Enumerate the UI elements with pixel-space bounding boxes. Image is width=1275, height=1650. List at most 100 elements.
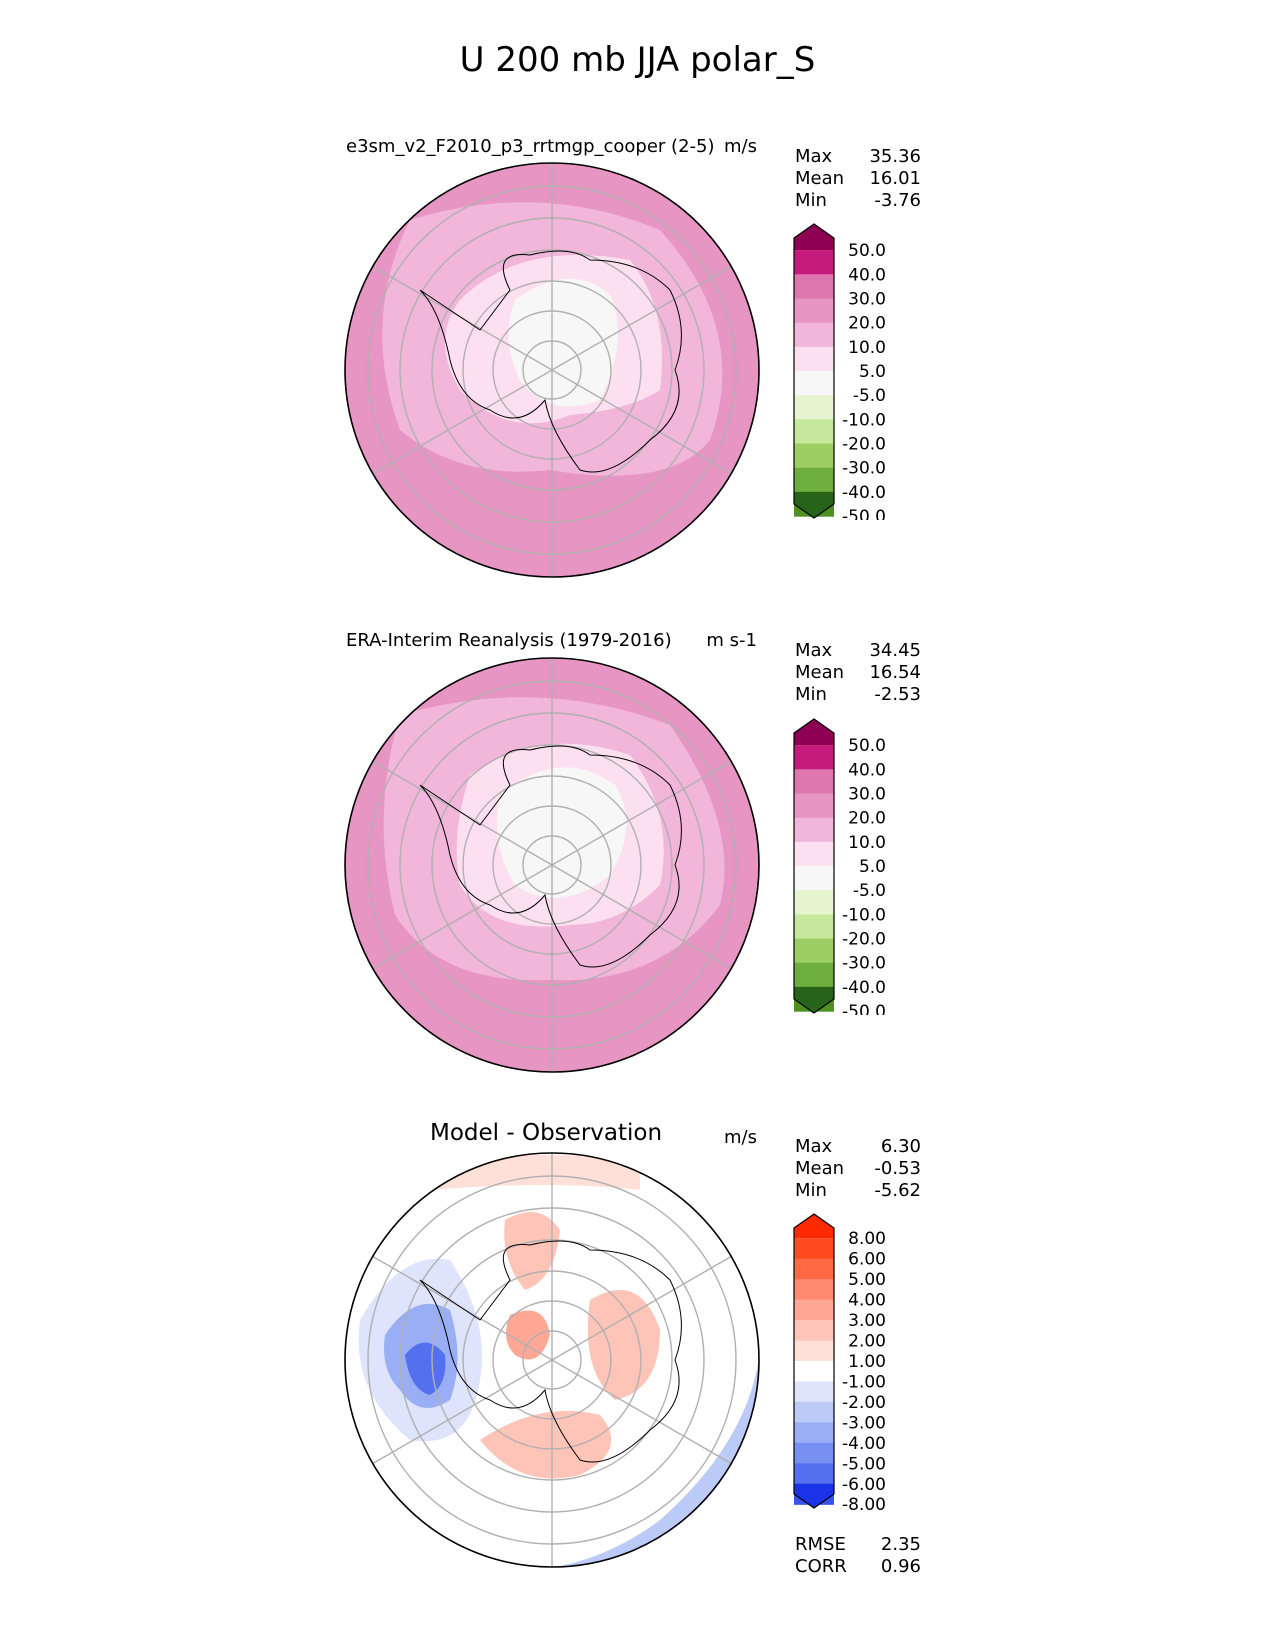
colorbar-2-band-9 <box>794 939 834 964</box>
colorbar-3-band-10 <box>794 1422 834 1443</box>
colorbar-1-tick-label: -5.0 <box>853 386 886 406</box>
panel-1-units: m/s <box>680 136 757 157</box>
colorbar-3-band-9 <box>794 1402 834 1423</box>
colorbar-1-band-10 <box>794 468 834 493</box>
panel-1-title: e3sm_v2_F2010_p3_rrtmgp_cooper (2-5) <box>346 136 715 157</box>
colorbar-3-tick-label: -1.00 <box>842 1372 886 1392</box>
colorbar-3-tick-label: -5.00 <box>842 1454 886 1474</box>
colorbar-1-tick-label: -30.0 <box>842 459 886 479</box>
corr-value: 0.96 <box>841 1556 921 1577</box>
panel-3-min-value: -5.62 <box>841 1180 921 1201</box>
colorbar-2-band-7 <box>794 890 834 915</box>
colorbar-3-tick-label: 3.00 <box>848 1311 886 1331</box>
colorbar-2-band-4 <box>794 818 834 843</box>
colorbar-1-tick-label: -50.0 <box>842 507 886 520</box>
colorbar-2-tick-label: 10.0 <box>848 833 886 853</box>
colorbar-2-tick-label: -30.0 <box>842 954 886 974</box>
colorbar-1-band-1 <box>794 250 834 275</box>
panel-1-max-label: Max <box>795 146 832 167</box>
panel-3-map <box>340 1150 760 1580</box>
colorbar-1-tick-label: -20.0 <box>842 435 886 455</box>
panel-2-min-label: Min <box>795 684 827 705</box>
colorbar-3-band-1 <box>794 1238 834 1259</box>
colorbar-2-band-1 <box>794 745 834 770</box>
colorbar-3-tick-label: 5.00 <box>848 1270 886 1290</box>
colorbar-3-band-12 <box>794 1463 834 1484</box>
panel-3-max-value: 6.30 <box>841 1136 921 1157</box>
colorbar-2-band-8 <box>794 914 834 939</box>
panel-2-map <box>340 655 760 1085</box>
panel-1-colorbar: 50.0 40.0 30.0 20.0 10.0 5.0 -5.0 -10.0 -20.0 -30… <box>790 222 910 520</box>
colorbar-1-band-7 <box>794 395 834 420</box>
colorbar-2-tick-label: -20.0 <box>842 930 886 950</box>
colorbar-2-tick-label: -40.0 <box>842 978 886 998</box>
panel-1-max-value: 35.36 <box>841 146 921 167</box>
panel-3-mean-label: Mean <box>795 1158 844 1179</box>
colorbar-3-band-5 <box>794 1320 834 1341</box>
colorbar-1-band-6 <box>794 371 834 396</box>
colorbar-1-tick-label: 30.0 <box>848 289 886 309</box>
colorbar-2-tick-label: -50.0 <box>842 1002 886 1015</box>
panel-3-colorbar: 8.006.005.004.003.002.001.00-1.00-2.00-3… <box>790 1212 910 1510</box>
colorbar-2-band-10 <box>794 963 834 988</box>
colorbar-1-band-8 <box>794 419 834 444</box>
panel-1-mean-value: 16.01 <box>841 168 921 189</box>
panel-3-units: m/s <box>680 1127 757 1148</box>
colorbar-3-band-6 <box>794 1341 834 1362</box>
panel-2-mean-value: 16.54 <box>841 662 921 683</box>
colorbar-2-tick-label: -10.0 <box>842 905 886 925</box>
colorbar-1-band-4 <box>794 323 834 348</box>
colorbar-2-tick-label: 30.0 <box>848 784 886 804</box>
colorbar-2-band-6 <box>794 866 834 891</box>
panel-3-mean-value: -0.53 <box>841 1158 921 1179</box>
colorbar-1-tick-label: 20.0 <box>848 314 886 334</box>
colorbar-2-band-0 <box>794 719 834 745</box>
colorbar-1-band-2 <box>794 274 834 299</box>
colorbar-1-tick-label: 40.0 <box>848 265 886 285</box>
colorbar-3-tick-label: -4.00 <box>842 1434 886 1454</box>
colorbar-1-tick-label: 50.0 <box>848 241 886 261</box>
panel-2-colorbar: 50.0 40.0 30.0 20.0 10.0 5.0 -5.0 -10.0 -20.0 -30… <box>790 717 910 1015</box>
colorbar-2-tick-label: 40.0 <box>848 760 886 780</box>
colorbar-3-tick-label: 1.00 <box>848 1352 886 1372</box>
colorbar-3-band-8 <box>794 1381 834 1402</box>
colorbar-1-tick-label: 10.0 <box>848 338 886 358</box>
panel-2-max-value: 34.45 <box>841 640 921 661</box>
panel-2-title: ERA-Interim Reanalysis (1979-2016) <box>346 630 672 651</box>
colorbar-2-band-2 <box>794 769 834 794</box>
panel-2-min-value: -2.53 <box>841 684 921 705</box>
colorbar-3-tick-label: -2.00 <box>842 1393 886 1413</box>
colorbar-3-tick-label: 2.00 <box>848 1332 886 1352</box>
rmse-label: RMSE <box>795 1534 846 1555</box>
colorbar-2-tick-label: 50.0 <box>848 736 886 756</box>
colorbar-1-band-0 <box>794 224 834 250</box>
colorbar-3-band-11 <box>794 1443 834 1464</box>
panel-1-min-label: Min <box>795 190 827 211</box>
colorbar-3-band-3 <box>794 1279 834 1300</box>
colorbar-1-tick-label: 5.0 <box>859 362 886 382</box>
colorbar-3-band-7 <box>794 1361 834 1382</box>
colorbar-3-tick-label: 4.00 <box>848 1291 886 1311</box>
colorbar-3-tick-label: 8.00 <box>848 1229 886 1249</box>
colorbar-3-band-2 <box>794 1259 834 1280</box>
panel-2-units: m s-1 <box>680 630 757 651</box>
colorbar-1-band-9 <box>794 444 834 469</box>
corr-label: CORR <box>795 1556 847 1577</box>
colorbar-1-band-3 <box>794 298 834 323</box>
colorbar-2-tick-label: -5.0 <box>853 881 886 901</box>
colorbar-2-tick-label: 20.0 <box>848 809 886 829</box>
rmse-value: 2.35 <box>841 1534 921 1555</box>
colorbar-2-band-3 <box>794 793 834 818</box>
colorbar-2-tick-label: 5.0 <box>859 857 886 877</box>
panel-3-max-label: Max <box>795 1136 832 1157</box>
panel-1-map <box>340 160 760 590</box>
panel-3-title: Model - Observation <box>430 1120 662 1146</box>
colorbar-3-tick-label: -6.00 <box>842 1475 886 1495</box>
colorbar-1-tick-label: -40.0 <box>842 483 886 503</box>
panel-2-max-label: Max <box>795 640 832 661</box>
colorbar-1-band-5 <box>794 347 834 372</box>
panel-2-mean-label: Mean <box>795 662 844 683</box>
colorbar-3-tick-label: -3.00 <box>842 1413 886 1433</box>
panel-3-min-label: Min <box>795 1180 827 1201</box>
colorbar-3-band-4 <box>794 1300 834 1321</box>
